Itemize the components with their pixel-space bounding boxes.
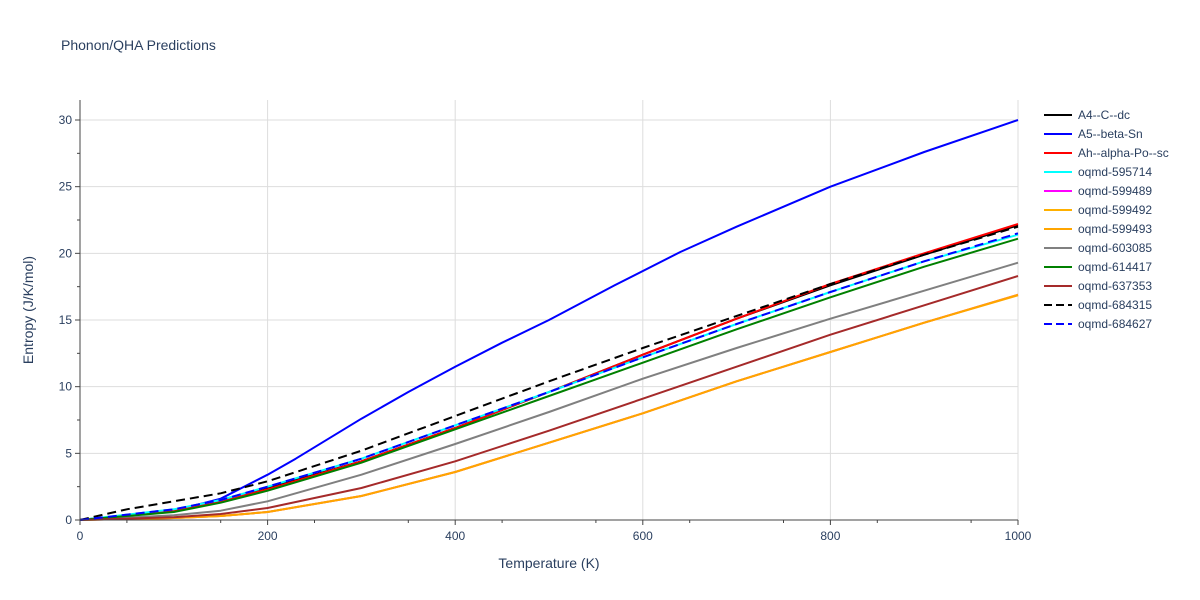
legend-item[interactable]: A5--beta-Sn xyxy=(1044,127,1143,141)
y-tick-label: 30 xyxy=(59,113,73,127)
legend-item[interactable]: oqmd-637353 xyxy=(1044,279,1152,293)
x-tick-label: 600 xyxy=(633,529,653,543)
x-tick-label: 800 xyxy=(820,529,840,543)
series-line[interactable] xyxy=(79,232,1019,521)
x-tick-label: 0 xyxy=(77,529,84,543)
series-line[interactable] xyxy=(79,225,1019,521)
series-line[interactable] xyxy=(79,294,1019,521)
chart-title: Phonon/QHA Predictions xyxy=(61,37,216,53)
series-line[interactable] xyxy=(79,233,1019,521)
legend-label: oqmd-684315 xyxy=(1078,298,1152,312)
legend-item[interactable]: oqmd-603085 xyxy=(1044,241,1152,255)
series-line[interactable] xyxy=(79,223,1019,521)
legend-label: Ah--alpha-Po--sc xyxy=(1078,146,1169,160)
y-tick-label: 0 xyxy=(65,513,72,527)
legend-item[interactable]: oqmd-599489 xyxy=(1044,184,1152,198)
legend-item[interactable]: oqmd-599493 xyxy=(1044,222,1152,236)
series-line[interactable] xyxy=(79,275,1019,521)
x-tick-label: 200 xyxy=(258,529,278,543)
x-tick-label: 1000 xyxy=(1005,529,1032,543)
y-axis-title: Entropy (J/K/mol) xyxy=(20,256,36,364)
series-line[interactable] xyxy=(79,119,1019,521)
legend-item[interactable]: oqmd-599492 xyxy=(1044,203,1152,217)
y-tick-label: 20 xyxy=(59,246,73,260)
grid xyxy=(80,100,1019,520)
legend-label: oqmd-614417 xyxy=(1078,260,1152,274)
x-axis-title: Temperature (K) xyxy=(498,555,599,571)
legend-label: oqmd-684627 xyxy=(1078,317,1152,331)
y-tick-label: 10 xyxy=(59,380,73,394)
legend-label: oqmd-637353 xyxy=(1078,279,1152,293)
legend-item[interactable]: oqmd-684627 xyxy=(1044,317,1152,331)
legend-label: A4--C--dc xyxy=(1078,108,1130,122)
legend-label: A5--beta-Sn xyxy=(1078,127,1143,141)
legend-item[interactable]: oqmd-684315 xyxy=(1044,298,1152,312)
legend-item[interactable]: oqmd-595714 xyxy=(1044,165,1152,179)
series-line[interactable] xyxy=(79,293,1019,521)
legend-item[interactable]: oqmd-614417 xyxy=(1044,260,1152,274)
legend-label: oqmd-595714 xyxy=(1078,165,1152,179)
series-line[interactable] xyxy=(79,261,1019,521)
legend-label: oqmd-599489 xyxy=(1078,184,1152,198)
y-tick-label: 15 xyxy=(59,313,73,327)
series-line[interactable] xyxy=(79,293,1019,521)
y-tick-label: 25 xyxy=(59,180,73,194)
legend[interactable]: A4--C--dc A5--beta-Sn Ah--alpha-Po--sc oqmd… xyxy=(1044,108,1169,331)
y-tick-label: 5 xyxy=(65,446,72,460)
legend-label: oqmd-599492 xyxy=(1078,203,1152,217)
legend-label: oqmd-599493 xyxy=(1078,222,1152,236)
legend-item[interactable]: A4--C--dc xyxy=(1044,108,1130,122)
x-tick-label: 400 xyxy=(445,529,465,543)
legend-label: oqmd-603085 xyxy=(1078,241,1152,255)
series-line[interactable] xyxy=(79,237,1019,521)
legend-item[interactable]: Ah--alpha-Po--sc xyxy=(1044,146,1169,160)
axes: 0 200 400 600 800 1000 0 5 10 15 20 25 30 xyxy=(59,100,1032,543)
plot-area[interactable] xyxy=(79,119,1019,521)
